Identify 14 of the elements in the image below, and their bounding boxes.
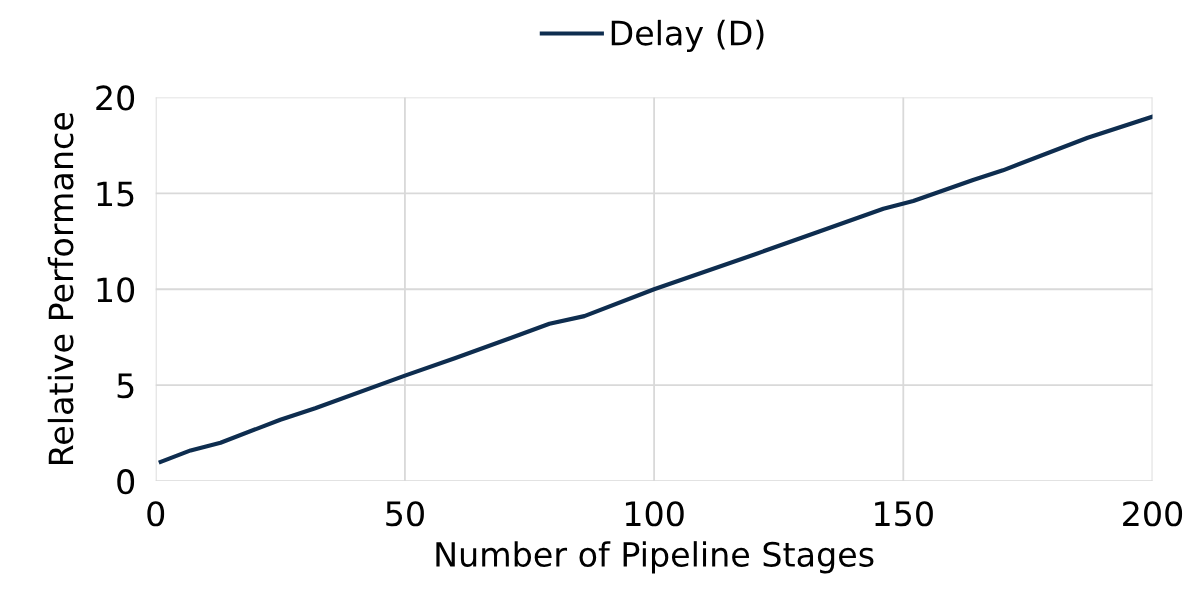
y-tick-label: 5 — [117, 373, 134, 399]
x-tick-label: 200 — [1123, 501, 1183, 527]
x-tick-label: 150 — [875, 501, 933, 527]
y-tick-label: 20 — [96, 85, 135, 111]
legend-label: Delay (D) — [611, 19, 764, 53]
x-axis-title: Number of Pipeline Stages — [436, 541, 874, 574]
x-tick-label: 0 — [147, 501, 165, 527]
x-tick-label: 100 — [625, 501, 684, 527]
x-tick-label: 50 — [386, 501, 424, 527]
y-axis-title: Relative Performance — [47, 112, 74, 465]
line-series — [158, 114, 1153, 465]
y-tick-label: 0 — [117, 469, 135, 495]
y-tick-label: 15 — [97, 181, 134, 207]
y-tick-label: 10 — [97, 277, 135, 303]
